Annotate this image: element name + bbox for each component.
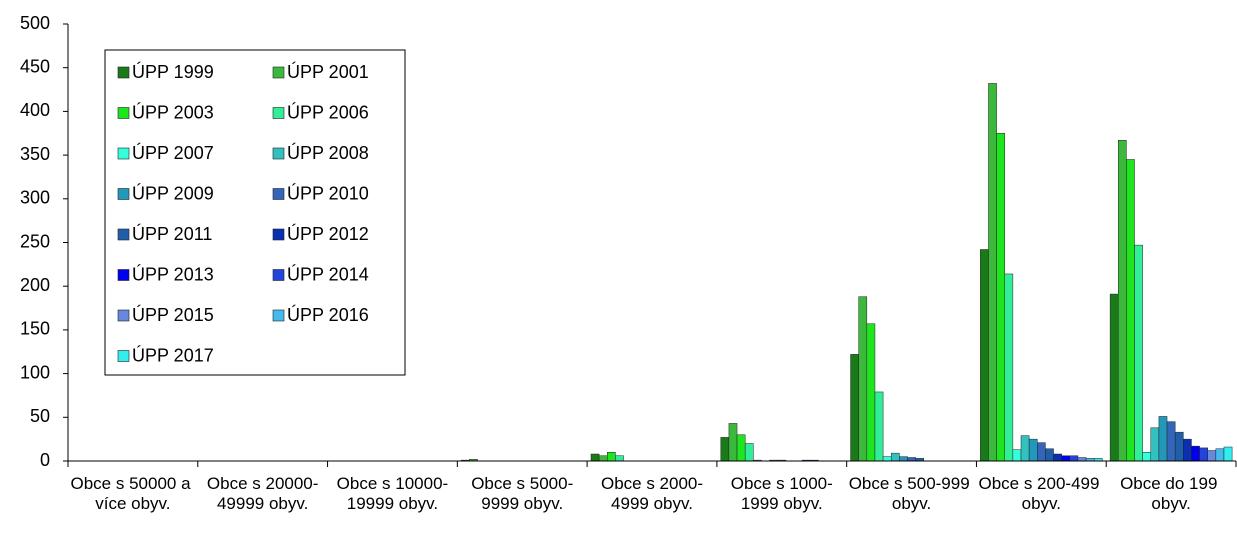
legend-swatch: [117, 66, 130, 79]
y-tick-label: 150: [20, 319, 50, 339]
bar: [1183, 438, 1192, 462]
x-tick-label: Obce s 2000-4999 obyv.: [601, 474, 703, 513]
legend-label: ÚPP 2007: [132, 142, 214, 163]
legend-swatch: [117, 228, 130, 241]
legend-swatch: [272, 147, 285, 160]
legend-label: ÚPP 2003: [132, 101, 214, 122]
bar: [1191, 445, 1200, 462]
legend-swatch: [272, 228, 285, 241]
legend-swatch: [117, 350, 130, 362]
x-tick-label: Obce s 5000-9999 obyv.: [471, 474, 573, 513]
bar: [1053, 453, 1062, 462]
bar: [615, 455, 624, 462]
bar: [866, 323, 876, 462]
bar: [874, 391, 884, 462]
x-tick-label: Obce s 20000-49999 obyv.: [207, 474, 319, 513]
legend-label: ÚPP 2001: [287, 61, 369, 82]
bar: [980, 249, 989, 462]
legend-swatch: [117, 269, 130, 281]
bar: [1117, 139, 1127, 462]
bar: [1207, 450, 1217, 462]
bar: [1045, 448, 1054, 462]
bar: [728, 423, 738, 462]
bar: [850, 354, 859, 462]
legend-box: [104, 49, 406, 376]
bar: [1012, 449, 1022, 462]
legend-label: ÚPP 2016: [287, 304, 369, 325]
legend-label: ÚPP 2013: [132, 263, 214, 284]
bar: [1004, 273, 1014, 462]
bar: [736, 434, 746, 462]
bar: [1174, 431, 1184, 462]
bar: [1215, 448, 1225, 462]
y-tick-label: 450: [20, 56, 50, 76]
legend-swatch: [272, 66, 285, 79]
legend-swatch: [117, 147, 130, 160]
bar: [1126, 159, 1135, 462]
bar: [1199, 447, 1208, 462]
legend-swatch: [117, 188, 130, 200]
legend-label: ÚPP 2010: [287, 182, 369, 203]
x-tick-label: Obce s 200-499 obyv.: [978, 474, 1104, 513]
legend-swatch: [272, 309, 285, 322]
bar: [1166, 421, 1176, 462]
y-tick-label: 300: [20, 188, 50, 208]
legend-swatch: [117, 107, 130, 119]
bar: [1223, 446, 1233, 462]
y-tick-label: 250: [20, 231, 50, 251]
bar: [1150, 427, 1160, 462]
bar: [899, 456, 908, 462]
legend-label: ÚPP 2008: [287, 142, 369, 163]
bar: [1077, 457, 1087, 462]
bar: [996, 133, 1005, 462]
bar: [858, 296, 868, 462]
y-tick-label: 50: [30, 406, 50, 426]
bar: [988, 83, 997, 462]
y-tick-label: 100: [20, 362, 50, 382]
bar: [720, 437, 730, 462]
bar: [1109, 293, 1119, 462]
x-tick-label: Obce s 1000-1999 obyv.: [731, 474, 833, 513]
x-tick-label: Obce s 10000-19999 obyv.: [337, 474, 449, 513]
legend-swatch: [272, 269, 285, 281]
bar: [598, 455, 608, 462]
bar: [882, 456, 892, 462]
bar: [744, 443, 754, 462]
legend-label: ÚPP 2017: [132, 344, 214, 365]
bar: [1061, 455, 1071, 462]
legend-label: ÚPP 2012: [287, 223, 369, 244]
x-tick-label: Obce s 500-999 obyv.: [849, 474, 975, 513]
bar: [607, 452, 616, 462]
x-tick-label: Obce s 50000 a více obyv.: [71, 474, 196, 513]
bar: [1020, 435, 1030, 462]
y-tick-label: 350: [20, 144, 50, 164]
legend-label: ÚPP 2006: [287, 101, 369, 122]
bar: [1158, 416, 1168, 462]
legend-swatch: [272, 188, 285, 200]
legend-label: ÚPP 2009: [132, 182, 214, 203]
legend-label: ÚPP 2015: [132, 304, 214, 325]
y-tick-label: 0: [40, 450, 50, 470]
legend-label: ÚPP 1999: [132, 61, 214, 82]
bar: [590, 453, 600, 462]
legend-swatch: [117, 309, 130, 322]
bar: [1028, 438, 1038, 462]
y-tick-label: 200: [20, 275, 50, 295]
bar: [1134, 244, 1143, 462]
x-tick-label: Obce do 199 obyv.: [1120, 474, 1222, 513]
y-tick-label: 500: [20, 13, 50, 33]
y-tick-label: 400: [20, 100, 50, 120]
legend-label: ÚPP 2014: [287, 263, 369, 284]
bar: [1037, 442, 1046, 462]
bar: [890, 452, 900, 462]
legend-label: ÚPP 2011: [132, 223, 212, 244]
bar: [1142, 452, 1152, 462]
legend-swatch: [272, 107, 285, 119]
bar: [1069, 455, 1079, 462]
bar: [907, 457, 916, 462]
